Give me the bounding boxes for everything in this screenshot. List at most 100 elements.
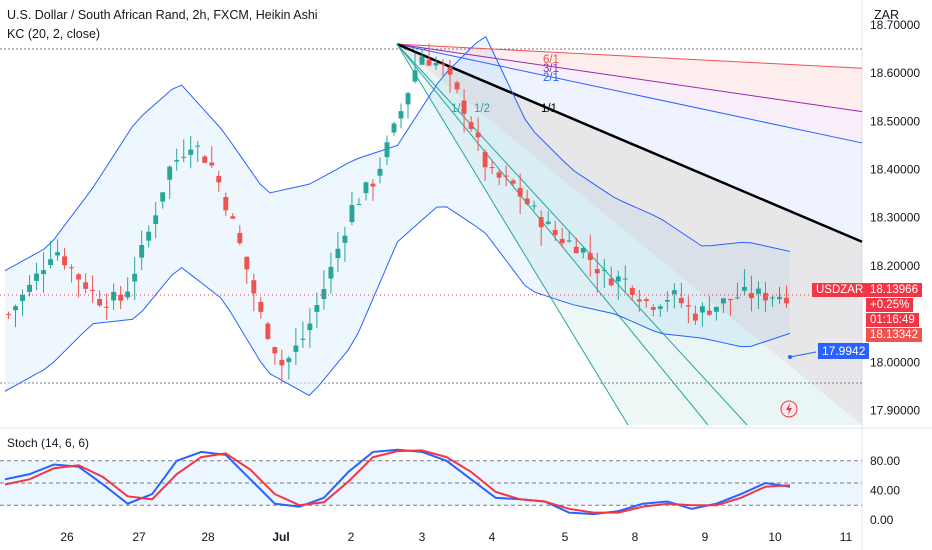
candle-body (139, 245, 145, 258)
stochastic-pane: 80.00 40.00 0.00 (0, 448, 900, 527)
candle-body (734, 297, 740, 299)
candle-body (181, 156, 187, 158)
stoch-y-tick-label: 80.00 (870, 454, 900, 468)
fan-ratio-label: 6/1 (543, 54, 559, 66)
candle-body (146, 231, 152, 241)
candle-body (321, 289, 327, 300)
candle-body (279, 359, 285, 366)
candle-body (763, 293, 768, 301)
candle-body (202, 156, 208, 163)
candle-body (363, 182, 369, 194)
candle-body (174, 160, 180, 162)
candle-body (510, 180, 516, 184)
candle-body (671, 290, 677, 295)
candle-body (756, 288, 761, 294)
candle-body (454, 82, 460, 90)
candle-body (356, 203, 362, 205)
fan-line (396, 43, 748, 426)
fan-zone (397, 44, 862, 425)
candle-body (251, 280, 257, 294)
x-tick-label: 5 (562, 530, 569, 544)
candle-body (587, 253, 593, 260)
fan-zone (397, 44, 862, 112)
candle-body (244, 256, 250, 270)
keltner-upper-line (4, 36, 791, 272)
candle-body (517, 187, 523, 197)
candle-body (293, 345, 299, 352)
candle-body (461, 100, 467, 114)
x-tick-label: 27 (132, 530, 146, 544)
candle-body (706, 310, 712, 315)
candle-body (412, 70, 418, 82)
y-tick-label: 18.60000 (870, 66, 920, 80)
candle-body (573, 246, 579, 254)
candle-body (524, 198, 530, 205)
y-tick-label: 18.30000 (870, 211, 920, 225)
candle-body (440, 63, 446, 65)
candle-body (468, 122, 474, 129)
candle-body (76, 274, 82, 280)
candle-body (6, 313, 11, 315)
candle-body (167, 166, 173, 180)
candle-body (230, 216, 236, 219)
candle-body (300, 338, 306, 340)
fan-line (396, 43, 863, 144)
candle-body (307, 323, 313, 331)
candle-body (699, 306, 705, 313)
candle-body (608, 278, 614, 286)
candle-body (741, 286, 747, 291)
x-tick-label: 3 (419, 530, 426, 544)
candle-body (97, 299, 103, 306)
stoch-y-tick-label: 40.00 (870, 483, 900, 497)
stoch-label: Stoch (14, 6, 6) (7, 436, 90, 450)
candle-body (664, 299, 670, 302)
currency-label[interactable]: ZAR (874, 8, 899, 22)
candle-body (391, 123, 397, 133)
candle-body (272, 347, 278, 354)
x-tick-label: 28 (201, 530, 215, 544)
candle-body (377, 168, 383, 176)
candle-body (482, 151, 488, 168)
lightning-bolt-icon (786, 403, 792, 415)
fan-line (396, 43, 709, 426)
candle-body (426, 59, 432, 66)
candle-body (475, 132, 481, 138)
candle-body (258, 301, 264, 312)
x-tick-label: 2 (348, 530, 355, 544)
candle-body (784, 297, 789, 304)
candle-body (657, 306, 663, 309)
line-value-tag[interactable]: 17.9942 (818, 343, 870, 359)
candle-body (531, 205, 537, 207)
candle-body (90, 289, 96, 291)
candle-body (419, 56, 425, 65)
candle-body (328, 266, 334, 279)
x-tick-label: 4 (489, 530, 496, 544)
fan-line (396, 43, 863, 69)
candle-body (636, 299, 642, 302)
candle-body (160, 192, 166, 202)
candle-body (643, 299, 649, 301)
candle-body (13, 306, 18, 311)
candle-body (188, 149, 194, 155)
candle-body (62, 256, 68, 266)
candle-body (580, 247, 586, 253)
y-tick-label: 18.20000 (870, 259, 920, 273)
candle-body (678, 297, 684, 304)
candle-body (405, 93, 411, 105)
stoch-d-line (4, 449, 791, 514)
fan-line (396, 43, 863, 113)
candle-body (83, 282, 89, 289)
stoch-y-tick-label: 0.00 (870, 513, 894, 527)
candle-body (545, 221, 551, 224)
candle-body (41, 270, 47, 275)
candle-body (27, 284, 32, 292)
candle-body (538, 217, 544, 228)
candle-body (209, 162, 215, 166)
candle-body (601, 269, 607, 271)
candle-body (489, 167, 495, 169)
candle-body (566, 240, 572, 242)
candle-body (69, 267, 75, 269)
candle-body (770, 297, 775, 299)
candle-body (20, 294, 25, 301)
